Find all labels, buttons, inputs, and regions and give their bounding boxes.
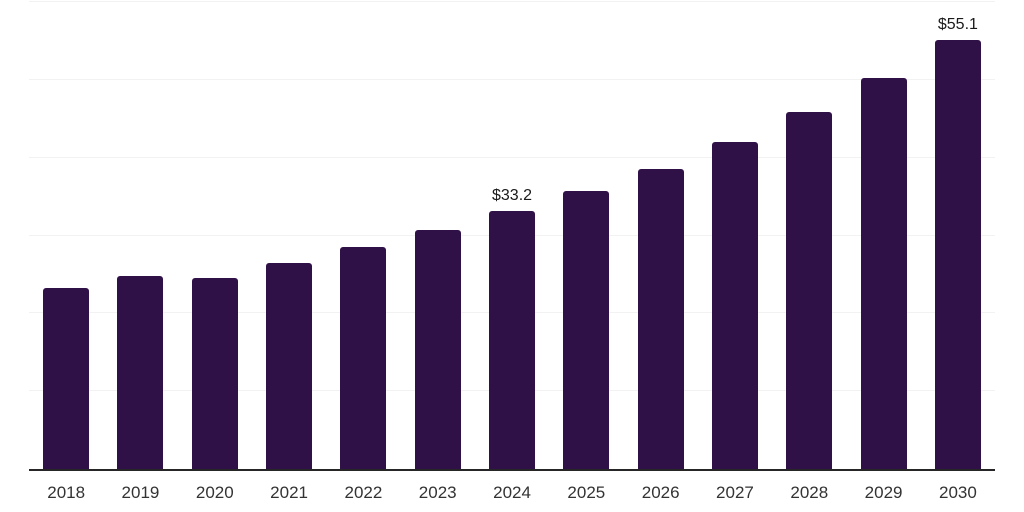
bar-slot-2028 <box>772 2 846 469</box>
bar-2028 <box>786 111 833 469</box>
bar-2018 <box>43 288 90 469</box>
bar-2023 <box>414 230 461 469</box>
gridline-60 <box>29 1 995 2</box>
bar-2027 <box>711 142 758 469</box>
x-tick-2030: 2030 <box>938 483 977 502</box>
data-label-2030: $55.1 <box>937 16 978 34</box>
bar-slot-2027 <box>698 2 772 469</box>
x-tick-2025: 2025 <box>567 483 606 502</box>
bars-container: $33.2 $55.1 <box>29 2 995 469</box>
bar-2029 <box>860 77 907 469</box>
x-tick-2021: 2021 <box>270 483 308 502</box>
bar-slot-2025 <box>549 2 623 469</box>
x-tick-2028: 2028 <box>790 483 829 502</box>
x-tick-2018: 2018 <box>47 483 86 502</box>
x-tick-2027: 2027 <box>716 483 754 502</box>
bar-slot-2022 <box>326 2 400 469</box>
bar-slot-2029 <box>846 2 920 469</box>
gridline-40 <box>29 156 995 158</box>
bar-slot-2023 <box>401 2 475 469</box>
bar-2022 <box>340 247 387 469</box>
bar-slot-2021 <box>252 2 326 469</box>
bar-2025 <box>563 191 610 469</box>
bar-2019 <box>117 275 164 469</box>
x-tick-2026: 2026 <box>641 483 680 502</box>
bar-2024 <box>489 210 536 469</box>
bar-2030 <box>934 40 981 469</box>
bar-2020 <box>191 278 238 469</box>
x-tick-2023: 2023 <box>418 483 457 502</box>
x-tick-2024: 2024 <box>493 483 531 502</box>
bar-slot-2020 <box>178 2 252 469</box>
bar-slot-2019 <box>103 2 177 469</box>
gridline-50 <box>29 78 995 80</box>
bar-2021 <box>266 262 313 469</box>
bar-2026 <box>637 168 684 469</box>
bar-slot-2024: $33.2 <box>475 2 549 469</box>
x-tick-2020: 2020 <box>195 483 234 502</box>
bar-slot-2030: $55.1 <box>921 2 995 469</box>
x-axis-labels: 2018 2019 2020 2021 2022 2023 2024 2025 2026 2027… <box>29 473 995 512</box>
x-tick-2029: 2029 <box>864 483 903 502</box>
data-label-2024: $33.2 <box>492 186 533 204</box>
plot-area: $33.2 $55.1 <box>29 1 995 471</box>
bar-slot-2026 <box>624 2 698 469</box>
x-tick-2019: 2019 <box>121 483 160 502</box>
x-tick-2022: 2022 <box>344 483 383 502</box>
bar-slot-2018 <box>29 2 103 469</box>
